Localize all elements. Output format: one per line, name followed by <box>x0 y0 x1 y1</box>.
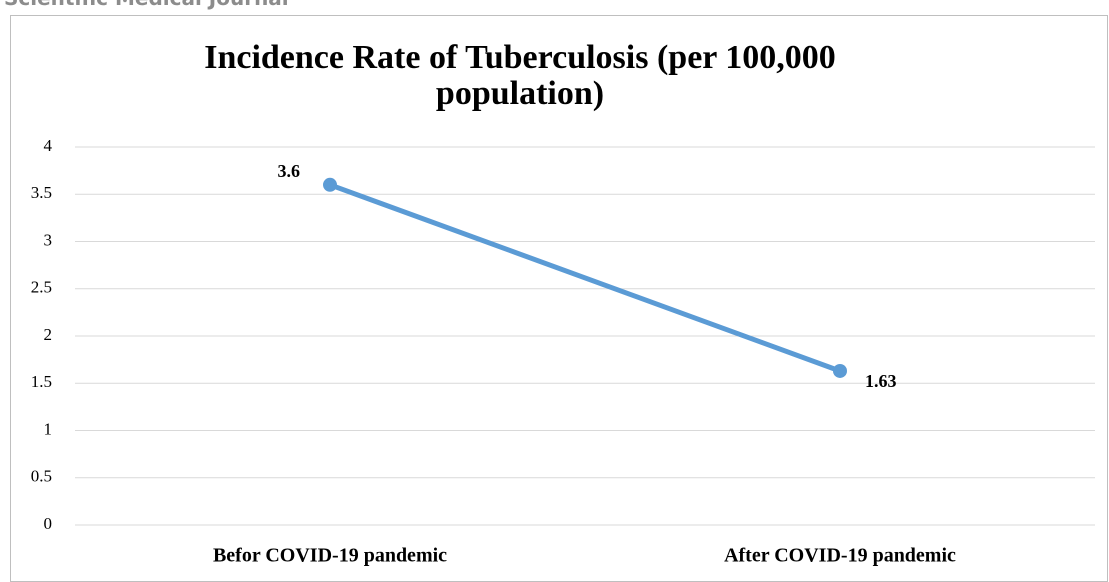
y-tick-label: 3 <box>44 230 53 249</box>
y-tick-label: 0 <box>44 514 53 533</box>
data-label: 3.6 <box>278 161 301 181</box>
y-tick-label: 3.5 <box>31 183 52 202</box>
x-tick-label: Befor COVID-19 pandemic <box>213 545 447 567</box>
line <box>327 182 843 374</box>
y-tick-label: 2.5 <box>31 278 52 297</box>
y-tick-label: 4 <box>44 136 53 155</box>
y-tick-label: 1 <box>44 419 53 438</box>
y-tick-label: 0.5 <box>31 467 52 486</box>
marker <box>833 363 847 378</box>
data-label: 1.63 <box>865 371 897 391</box>
chart-title: Incidence Rate of Tuberculosis (per 100,… <box>204 39 836 112</box>
x-tick-label: After COVID-19 pandemic <box>724 545 956 567</box>
marker <box>323 177 337 192</box>
y-tick-label: 1.5 <box>31 372 52 391</box>
journal-name: Scientific Medical Journal <box>4 0 289 10</box>
y-tick-label: 2 <box>44 325 53 344</box>
